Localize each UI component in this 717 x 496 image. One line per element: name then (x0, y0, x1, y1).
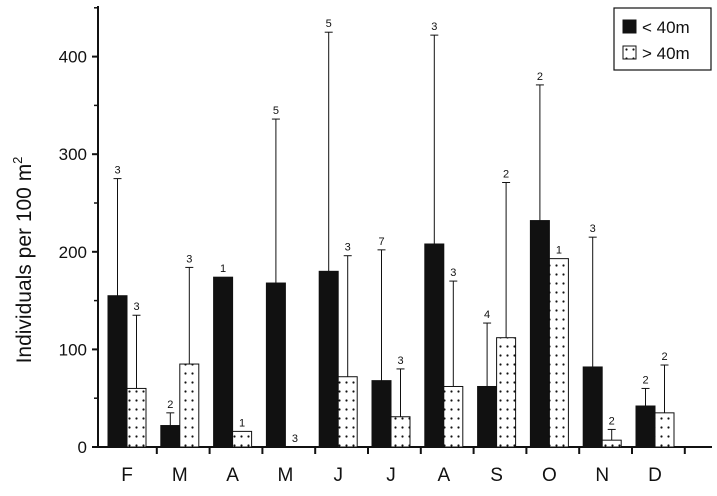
x-tick-label: S (490, 465, 503, 486)
labels: 3 2 1 5 5 7 3 4 2 3 2 3 3 1 3 3 3 3 2 1 2 2 (114, 18, 667, 445)
sample-size-label: 3 (292, 433, 298, 445)
y-axis-label: Individuals per 100 m2 (10, 157, 36, 364)
x-tick-label: M (277, 465, 293, 486)
bar-under-40m (582, 366, 603, 448)
sample-size-label: 2 (661, 351, 667, 363)
legend-swatch-over-40m (622, 45, 637, 60)
sample-size-label: 3 (186, 253, 192, 265)
sample-size-label: 2 (503, 169, 509, 181)
sample-size-label: 7 (378, 236, 384, 248)
legend: < 40m > 40m (613, 7, 712, 71)
sample-size-label: 4 (484, 309, 490, 321)
sample-size-label: 1 (220, 263, 226, 275)
bar-under-40m (213, 276, 234, 448)
sample-size-label: 2 (609, 415, 615, 427)
x-tick-label: A (437, 465, 450, 486)
sample-size-label: 3 (397, 355, 403, 367)
y-tick-label: 200 (59, 243, 87, 262)
bar-under-40m (371, 380, 392, 448)
y-tick-label: 0 (78, 438, 87, 457)
y-tick-label: 100 (59, 340, 87, 359)
bar-over-40m (496, 337, 517, 448)
bar-over-40m (548, 258, 569, 448)
x-tick-label: A (226, 465, 239, 486)
y-axis-label-text: Individuals per 100 m (13, 164, 36, 364)
sample-size-label: 1 (556, 245, 562, 257)
sample-size-label: 3 (450, 267, 456, 279)
bar-over-40m (390, 416, 411, 448)
bar-under-40m (318, 270, 339, 448)
bar-under-40m (477, 385, 498, 448)
x-tick-label: J (386, 465, 396, 486)
sample-size-label: 3 (590, 223, 596, 235)
bar-over-40m (443, 385, 464, 448)
bar-under-40m (265, 282, 286, 448)
sample-size-label: 3 (133, 301, 139, 313)
bar-over-40m (179, 363, 200, 448)
legend-box (613, 7, 712, 71)
axes: 0 100 200 300 400 F M A M J J A S O N D (59, 6, 712, 486)
bar-over-40m (601, 439, 622, 448)
bar-under-40m (529, 220, 550, 448)
sample-size-label: 1 (239, 417, 245, 429)
sample-size-label: 2 (537, 71, 543, 83)
bar-under-40m (424, 243, 445, 448)
x-tick-label: J (333, 465, 343, 486)
bar-over-40m (232, 430, 253, 448)
bar-over-40m (654, 412, 675, 448)
x-tick-label: O (542, 465, 557, 486)
y-tick-label: 400 (59, 48, 87, 67)
sample-size-label: 2 (642, 374, 648, 386)
sample-size-label: 5 (273, 105, 279, 117)
sample-size-label: 3 (431, 21, 437, 33)
bar-over-40m (337, 376, 358, 448)
x-tick-label: M (172, 465, 188, 486)
sample-size-label: 5 (326, 18, 332, 30)
x-tick-label: N (595, 465, 609, 486)
sample-size-label: 3 (114, 165, 120, 177)
bars (107, 31, 675, 448)
sample-size-label: 2 (167, 399, 173, 411)
bar-under-40m (107, 295, 128, 448)
bar-under-40m (160, 425, 181, 448)
legend-label-under-40m: < 40m (642, 18, 690, 37)
x-tick-label: D (648, 465, 662, 486)
x-tick-label: F (121, 465, 133, 486)
bar-under-40m (635, 405, 656, 448)
y-tick-label: 300 (59, 145, 87, 164)
legend-swatch-under-40m (622, 19, 637, 34)
legend-label-over-40m: > 40m (642, 44, 690, 63)
y-axis-label-superscript: 2 (10, 157, 25, 164)
bar-over-40m (126, 387, 147, 448)
sample-size-label: 3 (345, 242, 351, 254)
